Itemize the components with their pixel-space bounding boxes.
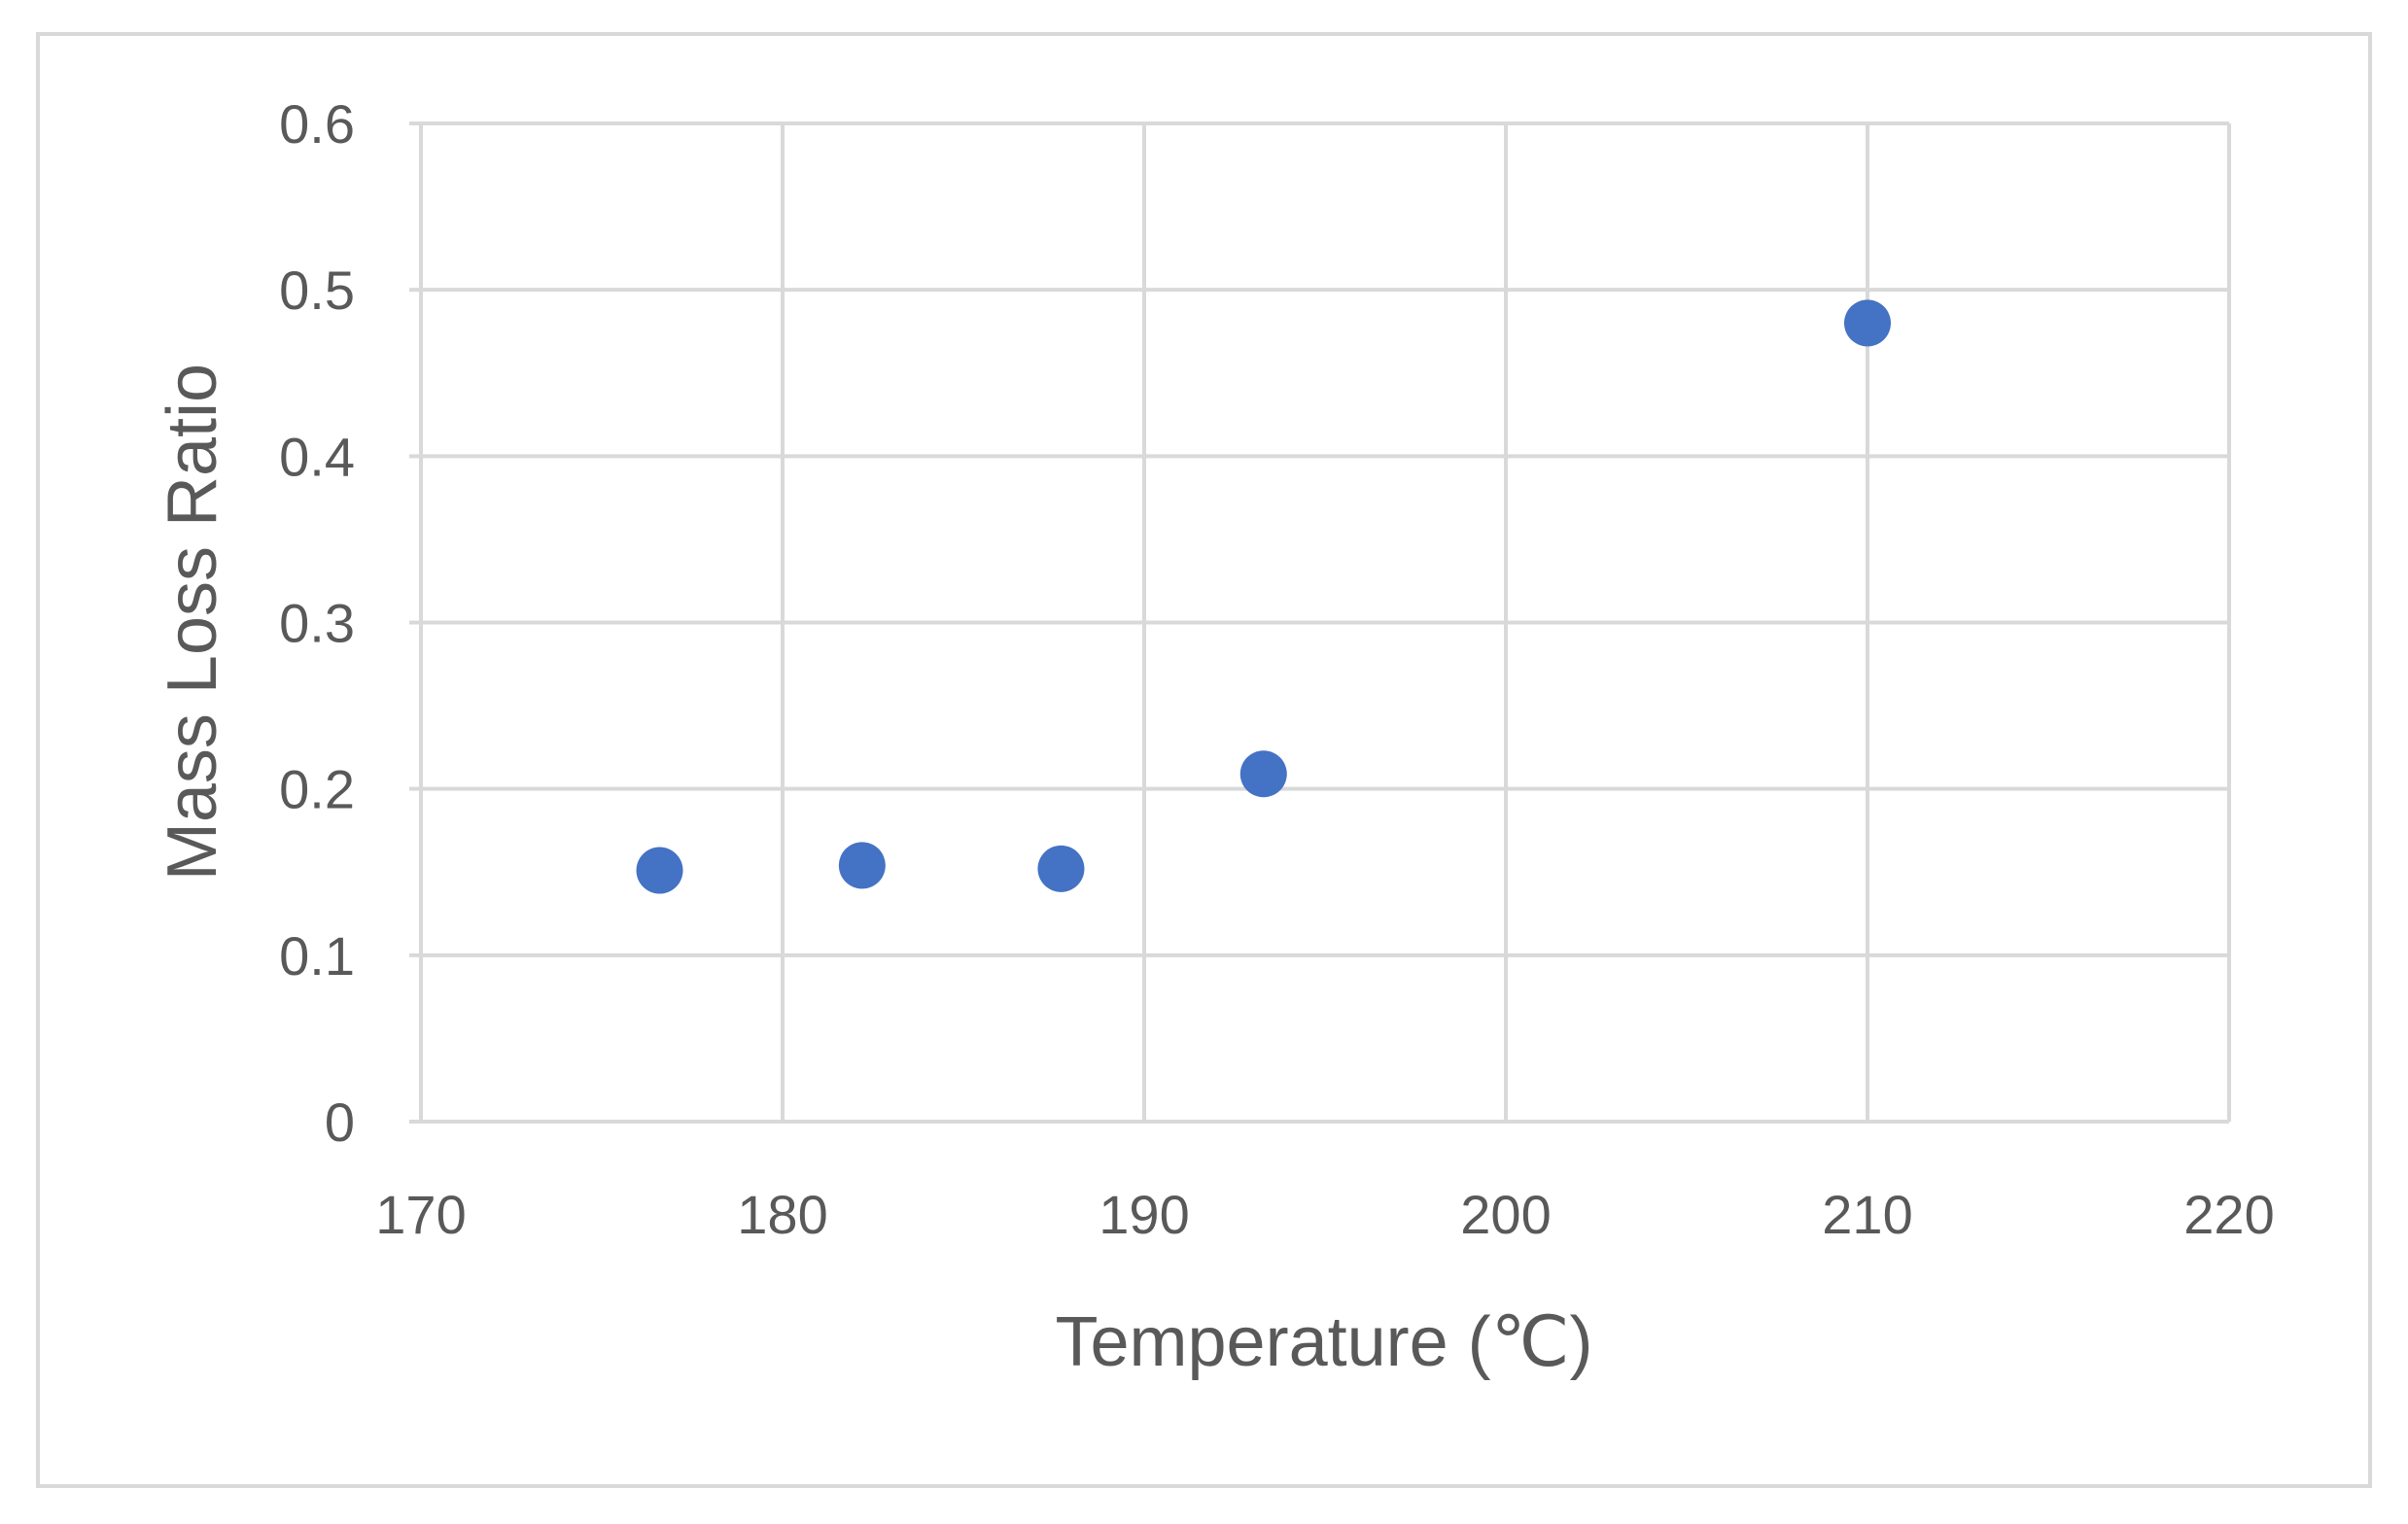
data-point	[1239, 750, 1287, 798]
x-tick-label: 190	[1099, 1184, 1189, 1245]
x-tick-label: 220	[2183, 1184, 2274, 1245]
gridlines	[409, 121, 2231, 1124]
y-tick-label: 0.6	[279, 93, 355, 155]
chart-frame	[36, 32, 2372, 1488]
y-tick-label: 0.4	[279, 426, 355, 487]
data-point	[838, 842, 886, 889]
y-axis-title: Mass Loss Ratio	[154, 364, 231, 881]
x-axis-title: Temperature (℃)	[1055, 1303, 1592, 1381]
tick-labels: 170 180 190 200 210 220 0 0.1 0.2 0.3 0.4 0.5 0.6	[279, 93, 2275, 1245]
y-tick-label: 0.2	[279, 759, 355, 820]
x-tick-label: 200	[1460, 1184, 1551, 1245]
data-point	[636, 847, 683, 894]
y-tick-label: 0.5	[279, 260, 355, 321]
x-tick-label: 170	[375, 1184, 466, 1245]
x-tick-label: 210	[1822, 1184, 1912, 1245]
y-tick-label: 0	[325, 1091, 355, 1153]
y-tick-label: 0.3	[279, 593, 355, 654]
data-points	[636, 299, 1891, 894]
x-tick-label: 180	[737, 1184, 827, 1245]
data-point	[1844, 299, 1891, 347]
data-point	[1037, 845, 1085, 892]
y-tick-label: 0.1	[279, 925, 355, 987]
